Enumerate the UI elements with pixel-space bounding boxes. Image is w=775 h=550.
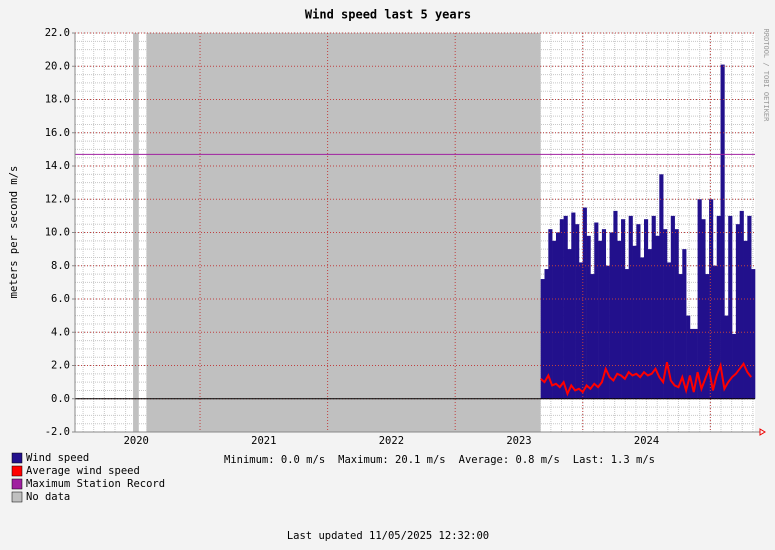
y-axis-label: meters per second m/s (8, 166, 20, 299)
bar (582, 207, 587, 399)
bar (716, 215, 721, 399)
footer: Last updated 11/05/2025 12:32:00 (287, 530, 489, 542)
no-data-region (146, 33, 541, 432)
y-tick-label: 18.0 (45, 94, 70, 106)
bar (644, 219, 649, 399)
y-tick-label: 4.0 (51, 326, 70, 338)
legend-label: No data (26, 491, 70, 503)
y-tick-label: 10.0 (45, 227, 70, 239)
bar (689, 328, 695, 399)
bar (552, 240, 557, 399)
stat: Maximum: 20.1 m/s (338, 454, 445, 466)
legend-label: Wind speed (26, 452, 89, 464)
bar (724, 315, 729, 399)
bar (548, 229, 553, 399)
x-tick-label: 2022 (379, 435, 404, 447)
bar (594, 222, 599, 399)
bar (732, 333, 737, 399)
bar (628, 215, 633, 399)
watermark: RRDTOOL / TOBI OETIKER (762, 29, 770, 123)
chart-title: Wind speed last 5 years (305, 8, 471, 22)
bar (613, 210, 618, 399)
bar (609, 232, 614, 399)
y-tick-label: 20.0 (45, 60, 70, 72)
legend-label: Average wind speed (26, 465, 140, 477)
legend-swatch (11, 465, 23, 477)
bar (739, 210, 744, 399)
bar (720, 64, 725, 399)
bar (686, 315, 691, 399)
bar (563, 215, 568, 399)
bar (590, 274, 595, 399)
y-tick-label: 6.0 (51, 293, 70, 305)
bar (598, 240, 603, 399)
bar (735, 224, 740, 399)
bar (743, 240, 748, 399)
x-tick-label: 2021 (251, 435, 276, 447)
bar (544, 269, 549, 399)
y-tick-label: 12.0 (45, 193, 70, 205)
bar (578, 262, 584, 399)
y-tick-label: 2.0 (51, 360, 70, 372)
y-tick-label: 8.0 (51, 260, 70, 272)
y-tick-label: 0.0 (51, 393, 70, 405)
y-tick-label: 14.0 (45, 160, 70, 172)
legend-swatch (11, 478, 23, 490)
bar (632, 245, 637, 399)
bar (655, 235, 660, 399)
bar (571, 212, 576, 399)
x-tick-label: 2024 (634, 435, 659, 447)
bar (747, 215, 752, 399)
bar (651, 215, 656, 399)
bar (636, 224, 641, 399)
bar (674, 229, 679, 399)
bar (555, 232, 561, 399)
bar (670, 215, 675, 399)
y-tick-label: 22.0 (45, 27, 70, 39)
legend-label: Maximum Station Record (26, 478, 165, 490)
legend-swatch (11, 491, 23, 503)
stat: Minimum: 0.0 m/s (224, 454, 325, 466)
bar (751, 269, 756, 399)
bar (621, 219, 626, 399)
bar (682, 249, 687, 399)
bar (705, 274, 710, 399)
y-tick-label: 16.0 (45, 127, 70, 139)
line (540, 361, 752, 397)
bar (666, 262, 672, 399)
bar (601, 229, 607, 399)
bar (647, 249, 652, 399)
bar (701, 219, 706, 399)
bar (605, 265, 610, 399)
bar (728, 215, 733, 399)
axis-arrow (759, 428, 766, 436)
bar (693, 328, 698, 399)
bar (559, 219, 564, 399)
stat: Average: 0.8 m/s (459, 454, 560, 466)
legend-swatch (11, 452, 23, 464)
bar (663, 229, 668, 399)
bar (586, 235, 591, 399)
bar (617, 240, 622, 399)
bar (624, 269, 629, 399)
x-tick-label: 2020 (124, 435, 149, 447)
bar (640, 257, 645, 399)
bar (575, 224, 580, 399)
bar (678, 274, 683, 399)
stat: Last: 1.3 m/s (573, 454, 655, 466)
bar (567, 249, 572, 399)
x-tick-label: 2023 (506, 435, 531, 447)
bar (540, 279, 545, 399)
bar (659, 174, 664, 399)
y-tick-label: -2.0 (45, 426, 70, 438)
